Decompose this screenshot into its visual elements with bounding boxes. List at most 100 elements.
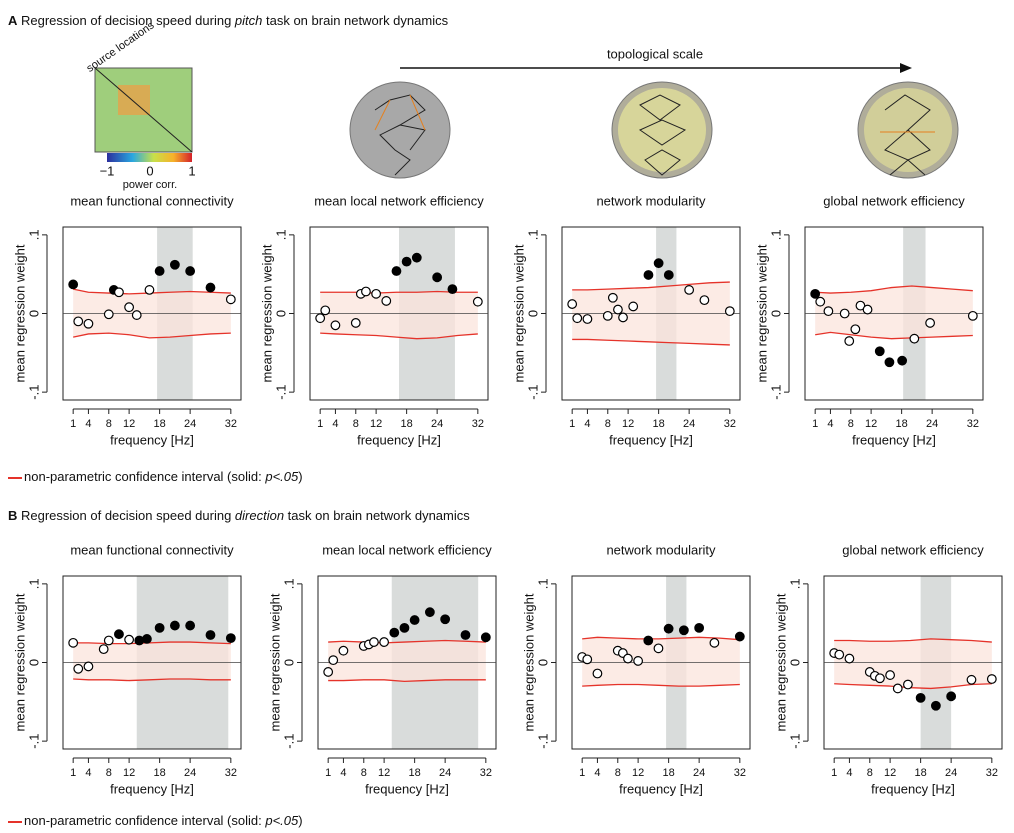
data-point	[205, 630, 216, 640]
x-tick-label: 18	[154, 767, 166, 779]
data-point	[440, 614, 451, 625]
chart: network modularity -.1 0 .1 mean regression …	[521, 542, 751, 796]
x-tick-label: 18	[653, 418, 665, 430]
x-tick-label: 12	[884, 767, 896, 779]
y-tick-label: -.1	[26, 385, 41, 400]
y-tick-label: -.1	[535, 734, 550, 749]
data-point	[480, 632, 491, 643]
data-point	[885, 670, 896, 680]
data-point	[567, 299, 578, 309]
x-axis-label: frequency [Hz]	[365, 781, 449, 796]
x-tick-label: 8	[353, 418, 359, 430]
data-point	[839, 308, 850, 319]
ci-line	[572, 338, 730, 346]
data-point	[320, 305, 331, 316]
x-tick-label: 1	[325, 767, 331, 779]
chart: mean functional connectivity -.1 0 .1 mean r…	[12, 542, 242, 796]
brain	[349, 81, 451, 179]
brain	[857, 81, 959, 179]
data-point	[850, 324, 861, 335]
charts: mean functional connectivity -.1 0 .1 mean r…	[12, 193, 1003, 796]
x-axis-label: frequency [Hz]	[110, 432, 194, 447]
chart: global network efficiency -.1 0 .1 mean regr…	[773, 542, 1003, 796]
data-point	[315, 313, 326, 324]
x-axis-label: frequency [Hz]	[609, 432, 693, 447]
data-point	[350, 318, 361, 328]
data-point	[734, 631, 745, 642]
data-point	[83, 318, 94, 329]
data-point	[699, 295, 710, 306]
data-point	[582, 314, 593, 324]
data-point	[892, 683, 903, 694]
data-point	[144, 285, 155, 295]
data-point	[844, 653, 855, 664]
x-tick-label: 4	[332, 418, 338, 430]
data-point	[643, 635, 654, 646]
data-point	[154, 623, 165, 633]
y-tick-label: 0	[26, 310, 41, 317]
y-tick-label: -.1	[26, 734, 41, 749]
y-tick-label: 0	[535, 659, 550, 666]
x-tick-label: 18	[663, 767, 675, 779]
data-point	[432, 272, 443, 283]
data-point	[185, 266, 196, 276]
ci-line	[328, 679, 486, 683]
y-axis-label: mean regression weight	[259, 244, 274, 382]
data-point	[330, 320, 341, 331]
y-tick-label: .1	[26, 229, 41, 240]
data-point	[653, 643, 664, 654]
chart: global network efficiency -.1 0 .1 mean regr…	[754, 193, 984, 447]
data-point	[169, 620, 180, 631]
x-tick-label: 8	[106, 767, 112, 779]
x-tick-label: 24	[184, 767, 196, 779]
y-tick-label: 0	[281, 659, 296, 666]
x-tick-label: 1	[70, 418, 76, 430]
x-tick-label: 4	[827, 418, 833, 430]
data-point	[643, 270, 654, 280]
x-tick-label: 32	[734, 767, 746, 779]
x-tick-label: 8	[106, 418, 112, 430]
scale-label: topological scale	[607, 46, 703, 61]
data-point	[602, 310, 613, 321]
ci-line	[73, 678, 231, 682]
x-tick-label: 12	[622, 418, 634, 430]
data-point	[946, 691, 957, 702]
y-tick-label: 0	[768, 310, 783, 317]
x-axis-label: frequency [Hz]	[357, 432, 441, 447]
data-point	[114, 287, 124, 298]
x-tick-label: 4	[340, 767, 346, 779]
data-point	[447, 284, 458, 295]
data-point	[823, 306, 834, 317]
chart-title: mean local network efficiency	[322, 542, 492, 557]
x-tick-label: 32	[724, 418, 736, 430]
data-point	[653, 258, 664, 269]
data-point	[98, 644, 109, 655]
x-tick-label: 24	[926, 418, 938, 430]
x-tick-label: 1	[317, 418, 323, 430]
brain	[611, 81, 713, 179]
data-point	[381, 296, 392, 306]
colorbar-tick: 1	[188, 163, 195, 178]
x-tick-label: 18	[896, 418, 908, 430]
x-tick-label: 24	[683, 418, 695, 430]
x-tick-label: 4	[594, 767, 600, 779]
x-tick-label: 24	[439, 767, 451, 779]
data-point	[966, 674, 977, 685]
x-axis-label: frequency [Hz]	[852, 432, 936, 447]
legend-text: non-parametric confidence interval (soli…	[24, 813, 303, 828]
data-point	[909, 333, 920, 344]
data-point	[225, 633, 236, 644]
ci-line	[328, 639, 486, 644]
data-point	[815, 296, 826, 307]
y-axis-label: mean regression weight	[12, 593, 27, 731]
chart-title: mean local network efficiency	[314, 193, 484, 208]
data-point	[114, 629, 124, 640]
data-point	[884, 357, 895, 368]
data-point	[986, 674, 997, 684]
data-point	[169, 259, 180, 270]
x-tick-label: 24	[945, 767, 957, 779]
x-tick-label: 1	[569, 418, 575, 430]
y-axis-label: mean regression weight	[773, 593, 788, 731]
data-point	[131, 310, 142, 320]
y-tick-label: 0	[273, 310, 288, 317]
